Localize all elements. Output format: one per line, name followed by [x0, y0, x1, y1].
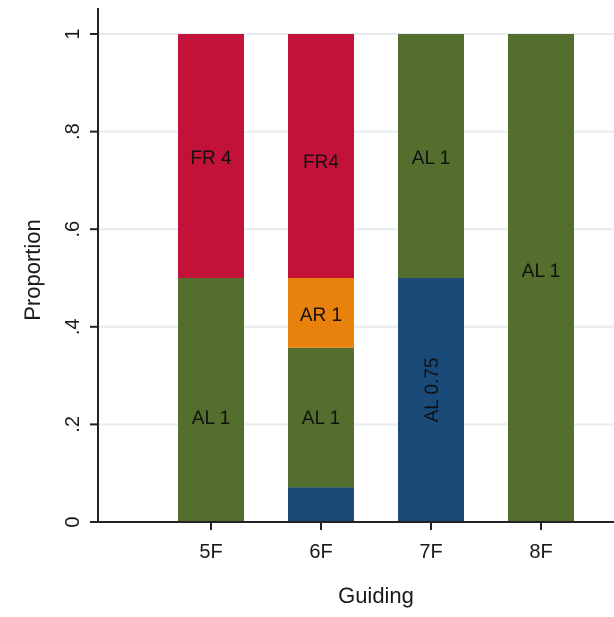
segment-label-6f-2: AR 1	[300, 305, 342, 326]
segment-label-5f-0: AL 1	[192, 408, 230, 429]
segment-label-6f-1: AL 1	[302, 408, 340, 429]
x-tick-label: 5F	[199, 541, 222, 563]
x-tick-label: 6F	[309, 541, 332, 563]
y-tick-label: 1	[62, 28, 84, 39]
segment-label-6f-3: FR4	[303, 152, 339, 173]
bar-segment-6f-3	[288, 34, 354, 278]
bar-segment-8f-0	[508, 34, 574, 522]
bar-segment-5f-0	[178, 278, 244, 522]
x-ticks: 5F 6F 7F 8F	[199, 522, 553, 563]
bar-segment-6f-0	[288, 487, 354, 522]
y-tick-label: 0	[62, 516, 84, 527]
x-axis-title: Guiding	[338, 583, 414, 608]
segment-label-5f-1: FR 4	[190, 148, 232, 169]
y-ticks: 0 .2 .4 .6 .8 1	[62, 28, 98, 528]
bar-segment-6f-1	[288, 347, 354, 488]
bar-segment-6f-2	[288, 278, 354, 348]
segment-label-7f-0: AL 0.75	[422, 358, 443, 423]
bars	[178, 34, 574, 522]
segment-label-8f-0: AL 1	[522, 261, 560, 282]
bar-segment-7f-1	[398, 34, 464, 278]
x-tick-label: 8F	[529, 541, 552, 563]
y-axis-title: Proportion	[20, 219, 45, 321]
y-tick-label: .8	[62, 123, 84, 140]
x-tick-label: 7F	[419, 541, 442, 563]
bar-segment-5f-1	[178, 34, 244, 278]
y-tick-label: .4	[62, 318, 84, 335]
y-tick-label: .6	[62, 221, 84, 238]
segment-labels: AL 1 FR 4 AL 1 AR 1 FR4 AL 0.75 AL 1 AL 1	[190, 148, 560, 429]
bar-segment-7f-0	[398, 278, 464, 522]
axes	[97, 8, 614, 523]
segment-label-7f-1: AL 1	[412, 148, 450, 169]
y-tick-label: .2	[62, 416, 84, 433]
